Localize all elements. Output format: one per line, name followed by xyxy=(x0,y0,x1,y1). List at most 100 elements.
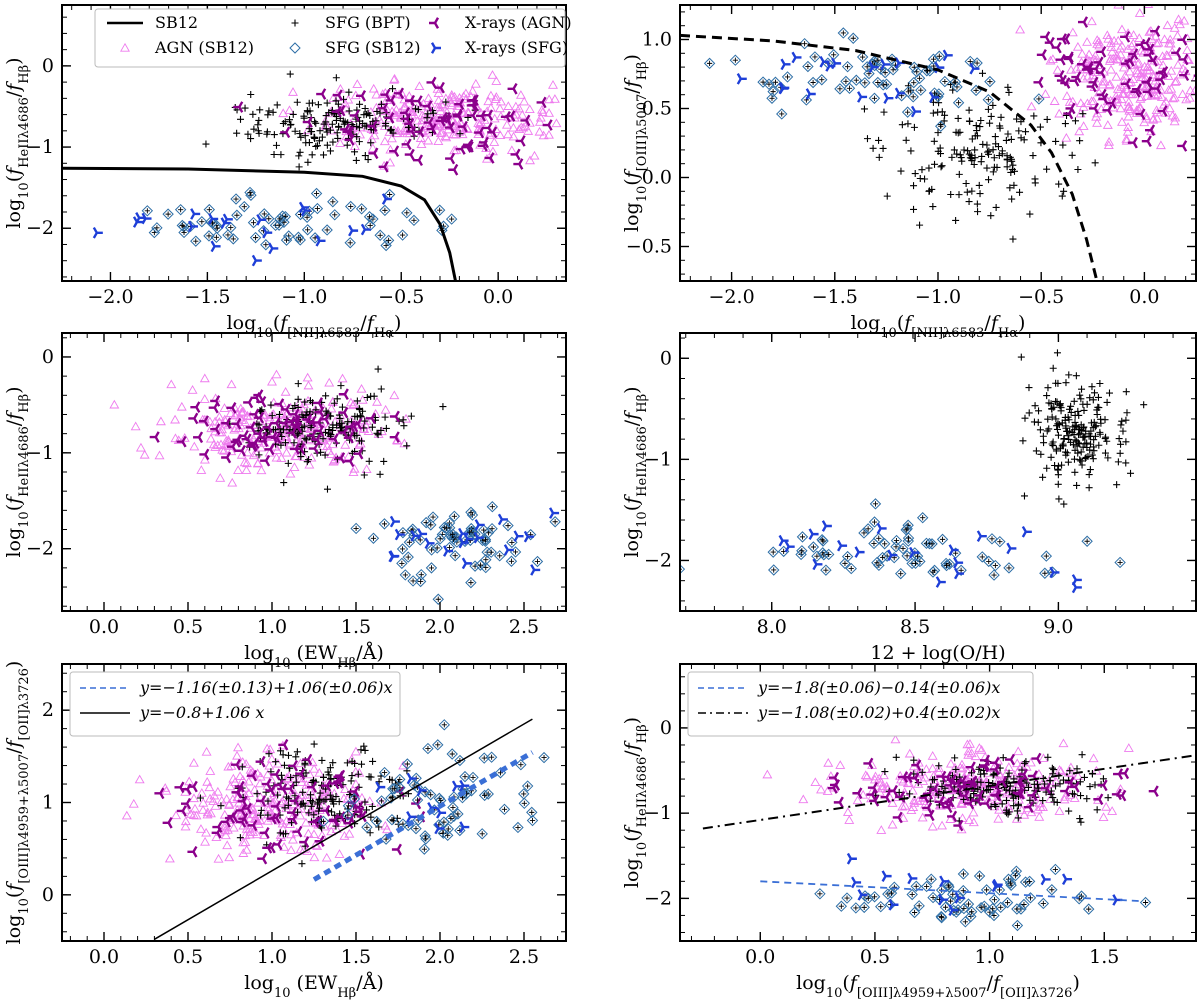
point-sfg-sb12 xyxy=(447,533,460,545)
point-agn-sb12 xyxy=(927,821,938,831)
point-sfg-sb12 xyxy=(438,521,451,534)
y-tick-label: 1.0 xyxy=(642,29,672,51)
point-sfg-overlap xyxy=(845,553,851,560)
point-agn-sb12 xyxy=(490,124,501,133)
point-sfg-bpt xyxy=(319,435,327,443)
point-agn-sb12 xyxy=(251,430,262,440)
point-agn-sb12 xyxy=(1102,30,1113,40)
point-sfg-overlap xyxy=(969,909,975,915)
point-sfg-overlap xyxy=(451,513,457,519)
point-sfg-bpt xyxy=(1127,469,1135,477)
point-agn-sb12 xyxy=(1170,112,1181,122)
point-sfg-sb12 xyxy=(249,231,262,244)
point-sfg-bpt xyxy=(1057,407,1065,415)
point-xray-sfg xyxy=(1021,525,1032,538)
point-sfg-bpt xyxy=(930,776,938,784)
point-agn-sb12 xyxy=(376,117,387,127)
point-xray-agn xyxy=(887,784,898,797)
point-xray-agn xyxy=(829,779,841,791)
point-agn-sb12 xyxy=(170,414,181,424)
point-xray-agn xyxy=(302,413,313,426)
point-agn-sb12 xyxy=(1165,34,1176,44)
point-agn-sb12 xyxy=(918,776,929,785)
panel-1: −2.0 −1.5 −1.0 −0.5 0.0−2−10log10(f[NII]λ658… xyxy=(3,4,572,341)
point-xray-agn xyxy=(911,759,922,772)
point-agn-sb12 xyxy=(976,744,987,754)
point-sfg-bpt xyxy=(1076,815,1084,823)
point-sfg-bpt xyxy=(1096,379,1104,387)
point-sfg-sb12 xyxy=(993,884,1006,896)
point-sfg-sb12 xyxy=(984,75,996,88)
plot-area xyxy=(702,734,1196,932)
point-xray-agn xyxy=(1102,104,1113,117)
point-agn-sb12 xyxy=(1128,30,1139,39)
point-xray-agn xyxy=(270,800,281,813)
point-sfg-overlap xyxy=(482,792,488,798)
point-agn-sb12 xyxy=(189,441,200,451)
point-sfg-sb12 xyxy=(448,510,461,523)
point-sfg-sb12 xyxy=(348,793,361,805)
point-sfg-overlap xyxy=(967,58,973,65)
point-sfg-bpt xyxy=(381,413,389,421)
point-sfg-sb12 xyxy=(1040,550,1053,562)
point-sfg-sb12 xyxy=(888,881,901,893)
point-xray-agn xyxy=(1036,49,1047,61)
point-sfg-bpt xyxy=(1064,432,1072,440)
point-sfg-bpt xyxy=(284,751,292,759)
point-agn-sb12 xyxy=(392,125,403,135)
point-xray-agn xyxy=(1065,102,1076,115)
point-agn-sb12 xyxy=(491,92,502,101)
point-sfg-bpt xyxy=(1090,418,1098,426)
point-sfg-overlap xyxy=(936,53,942,59)
point-agn-sb12 xyxy=(364,796,375,805)
point-sfg-sb12 xyxy=(425,562,438,574)
point-sfg-sb12 xyxy=(906,888,918,901)
y-tick-label: −1 xyxy=(644,802,672,824)
point-sfg-bpt xyxy=(1007,135,1015,143)
point-agn-sb12 xyxy=(1074,126,1085,136)
point-agn-sb12 xyxy=(1191,72,1196,82)
point-agn-sb12 xyxy=(205,793,216,803)
point-sfg-overlap xyxy=(404,761,410,767)
point-xray-agn xyxy=(515,135,526,147)
point-sfg-sb12 xyxy=(839,557,851,570)
point-agn-sb12 xyxy=(188,757,199,767)
point-sfg-sb12 xyxy=(835,900,848,912)
point-xray-agn xyxy=(338,388,349,401)
point-agn-sb12 xyxy=(968,807,979,817)
point-sfg-overlap xyxy=(479,831,485,837)
point-agn-sb12 xyxy=(485,90,496,100)
y-tick-label: 0 xyxy=(42,346,54,368)
point-agn-sb12 xyxy=(887,798,898,807)
point-xray-sfg xyxy=(857,889,868,901)
point-xray-agn xyxy=(1113,768,1124,780)
x-tick-label: 2.0 xyxy=(425,616,455,638)
y-tick-label: 0.0 xyxy=(642,167,672,189)
point-sfg-bpt xyxy=(332,97,340,105)
point-xray-sfg xyxy=(208,213,219,225)
point-sfg-bpt xyxy=(303,408,311,416)
point-sfg-bpt xyxy=(369,757,377,765)
point-sfg-bpt xyxy=(389,85,397,93)
point-xray-sfg xyxy=(883,92,894,105)
point-agn-sb12 xyxy=(417,110,428,120)
point-agn-sb12 xyxy=(937,820,948,830)
point-agn-sb12 xyxy=(276,453,287,462)
point-sfg-sb12 xyxy=(196,216,208,228)
point-sfg-bpt xyxy=(265,107,273,115)
point-xray-agn xyxy=(181,797,192,810)
point-xray-agn xyxy=(289,795,300,807)
legend-swatch xyxy=(289,42,301,54)
point-agn-sb12 xyxy=(956,824,967,834)
point-sfg-bpt xyxy=(964,147,972,155)
point-agn-sb12 xyxy=(487,70,498,79)
point-sfg-bpt xyxy=(1058,192,1066,200)
point-agn-sb12 xyxy=(523,126,534,135)
point-agn-sb12 xyxy=(1177,89,1188,98)
point-agn-sb12 xyxy=(128,798,139,808)
point-sfg-overlap xyxy=(483,564,489,571)
point-sfg-bpt xyxy=(1017,118,1025,126)
point-xray-agn xyxy=(154,787,165,800)
point-xray-agn xyxy=(1077,16,1089,28)
point-agn-sb12 xyxy=(201,827,212,837)
